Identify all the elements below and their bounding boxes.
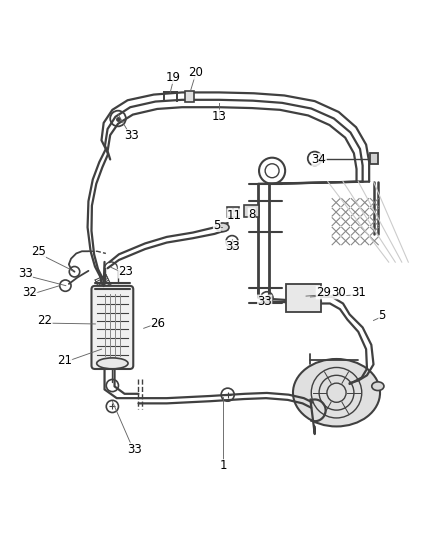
Text: 33: 33 [18,266,33,279]
Text: 33: 33 [225,240,240,253]
Text: 33: 33 [127,443,141,456]
Text: 11: 11 [227,208,242,222]
Text: 21: 21 [57,353,72,367]
FancyBboxPatch shape [227,207,240,217]
Text: 33: 33 [124,130,139,142]
Text: 29: 29 [316,286,331,299]
Ellipse shape [97,358,128,369]
Text: 19: 19 [166,71,181,84]
Text: 31: 31 [351,286,366,299]
Text: 5: 5 [378,309,386,322]
Ellipse shape [372,382,384,391]
Bar [286,284,321,312]
Ellipse shape [293,359,380,426]
Text: 22: 22 [37,314,53,327]
Text: 1: 1 [219,459,227,472]
Text: 5: 5 [213,219,220,232]
Text: 32: 32 [22,286,37,299]
Text: 20: 20 [187,66,202,79]
Text: 30: 30 [331,286,346,299]
Bar [185,91,194,102]
FancyBboxPatch shape [244,205,259,217]
Ellipse shape [216,223,229,232]
Text: 26: 26 [151,317,166,329]
FancyBboxPatch shape [92,286,133,369]
Text: 13: 13 [212,110,226,123]
Text: 33: 33 [257,295,272,308]
Bar [371,154,378,164]
Text: 25: 25 [31,245,46,258]
Text: 34: 34 [312,154,327,166]
Text: 8: 8 [248,208,255,221]
Text: 23: 23 [118,265,133,278]
